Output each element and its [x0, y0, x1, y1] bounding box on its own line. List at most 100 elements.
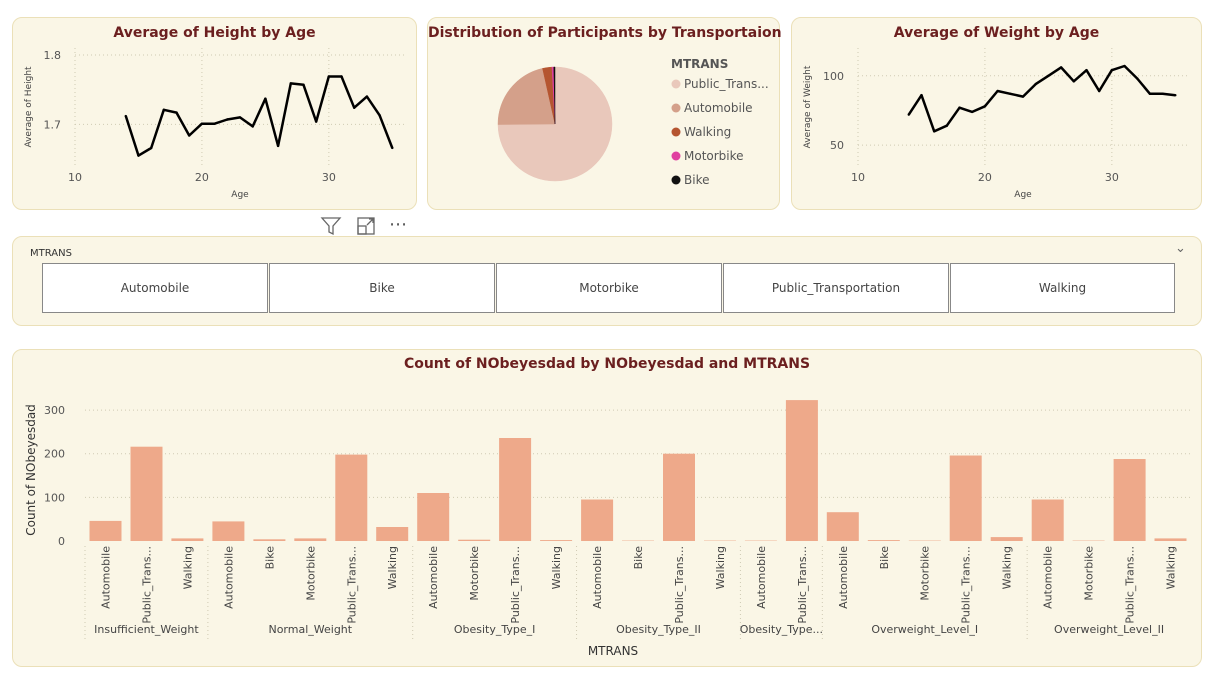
data-point [302, 83, 305, 86]
data-point [1174, 94, 1177, 97]
x-axis-label: Age [231, 190, 249, 200]
data-point [932, 130, 936, 133]
x-tick-label: Walking [1001, 546, 1014, 589]
legend-swatch [671, 151, 681, 161]
y-axis-label: Average of Weight [803, 65, 813, 148]
slicer-option-bike[interactable]: Bike [269, 263, 495, 313]
x-axis-label: Age [1014, 190, 1032, 200]
filter-icon[interactable] [320, 215, 342, 241]
data-point [238, 116, 242, 119]
y-tick-label: 300 [44, 404, 65, 417]
data-point [983, 105, 987, 108]
x-tick-label: Walking [550, 546, 563, 589]
group-label: Insufficient_Weight [94, 623, 199, 636]
legend-swatch [671, 127, 681, 137]
x-axis-label: MTRANS [588, 644, 638, 658]
data-point [353, 106, 356, 109]
x-tick-label: Public_Trans... [960, 546, 973, 624]
legend-label: Automobile [684, 101, 753, 115]
y-axis-label: Average of Height [24, 66, 34, 148]
x-tick-label: Walking [181, 546, 194, 589]
pie-chart-card: Distribution of Participants by Transpor… [427, 17, 782, 210]
y-tick-label: 100 [823, 70, 844, 83]
data-point [907, 113, 910, 116]
data-point [996, 89, 999, 93]
x-tick-label: Motorbike [1083, 546, 1096, 601]
height-line-chart: 1.7 1.8 10 20 30 Age Average of Height [24, 48, 405, 200]
weight-chart-card: Average of Weight by Age 50 100 10 20 30 Age A… [791, 17, 1202, 210]
slicer-option-public-transportation[interactable]: Public_Transportation [723, 263, 949, 313]
bar [335, 454, 368, 541]
x-tick-label: Automobile [755, 546, 768, 609]
x-tick-label: 30 [1105, 171, 1119, 184]
chevron-down-icon[interactable]: ⌄ [1175, 241, 1186, 256]
series-line [124, 75, 394, 157]
data-point [1034, 82, 1037, 86]
bar [1113, 459, 1146, 541]
data-point [188, 134, 191, 137]
slicer-option-walking[interactable]: Walking [950, 263, 1175, 313]
data-point [162, 108, 166, 111]
x-tick-label: Motorbike [468, 546, 481, 601]
x-tick-label: Walking [714, 546, 727, 589]
x-tick-label: Automobile [837, 546, 850, 609]
data-point [958, 106, 961, 109]
data-point [175, 111, 178, 114]
group-label: Normal_Weight [268, 623, 352, 636]
x-tick-label: Bike [632, 546, 645, 570]
y-tick-label: 100 [44, 491, 65, 504]
data-point [289, 82, 292, 85]
data-point [1161, 92, 1164, 96]
x-tick-label: 20 [195, 171, 209, 184]
slicer-option-automobile[interactable]: Automobile [42, 263, 268, 313]
series-line [907, 64, 1176, 133]
pie-slice-automobile [497, 68, 556, 125]
data-point [971, 110, 974, 114]
x-tick-label: 30 [322, 171, 336, 184]
focus-mode-icon[interactable] [356, 216, 376, 240]
bar [867, 540, 900, 541]
obesity-bar-chart: 0 100 200 300 Count of NObeyesdad Automobile P… [24, 400, 1191, 658]
pie-slice-public-transportation [497, 66, 613, 182]
slicer-option-motorbike[interactable]: Motorbike [496, 263, 722, 313]
x-tick-label: Bike [878, 546, 891, 570]
data-point [314, 120, 318, 123]
x-tick-label: Public_Trans... [140, 546, 153, 624]
data-point [226, 118, 229, 121]
x-tick-label: Automobile [99, 546, 112, 609]
data-point [327, 75, 331, 78]
x-tick-label: Public_Trans... [509, 546, 522, 624]
data-point [1123, 64, 1126, 68]
y-tick-label: 200 [44, 448, 65, 461]
y-tick-label: 1.8 [44, 49, 62, 62]
data-point [1047, 74, 1050, 77]
bar [417, 493, 450, 541]
data-point [264, 97, 267, 100]
data-point [137, 154, 140, 157]
more-options-icon[interactable]: ⋯ [389, 214, 407, 235]
y-axis-label: Count of NObeyesdad [24, 404, 38, 536]
data-point [945, 124, 949, 127]
x-tick-label: Automobile [1042, 546, 1055, 609]
legend-label: Walking [684, 125, 731, 139]
x-tick-label: Public_Trans... [673, 546, 686, 624]
data-point [365, 95, 369, 98]
data-point [1148, 92, 1152, 96]
legend-label: Public_Trans... [684, 77, 769, 91]
bar [581, 499, 614, 541]
data-point [1110, 69, 1114, 72]
group-label: Overweight_Level_I [871, 623, 978, 636]
bar [171, 538, 204, 541]
bar-chart-title: Count of NObeyesdad by NObeyesdad and MT… [403, 356, 811, 372]
data-point [1136, 77, 1139, 80]
bar [458, 539, 491, 541]
data-point [378, 114, 381, 117]
x-tick-label: Bike [263, 546, 276, 570]
x-tick-label: Automobile [222, 546, 235, 609]
x-tick-label: Walking [386, 546, 399, 589]
y-tick-label: 0 [58, 535, 65, 548]
x-tick-label: 20 [978, 171, 992, 184]
bar [826, 512, 859, 541]
x-tick-label: Motorbike [304, 546, 317, 601]
bar [130, 446, 163, 541]
